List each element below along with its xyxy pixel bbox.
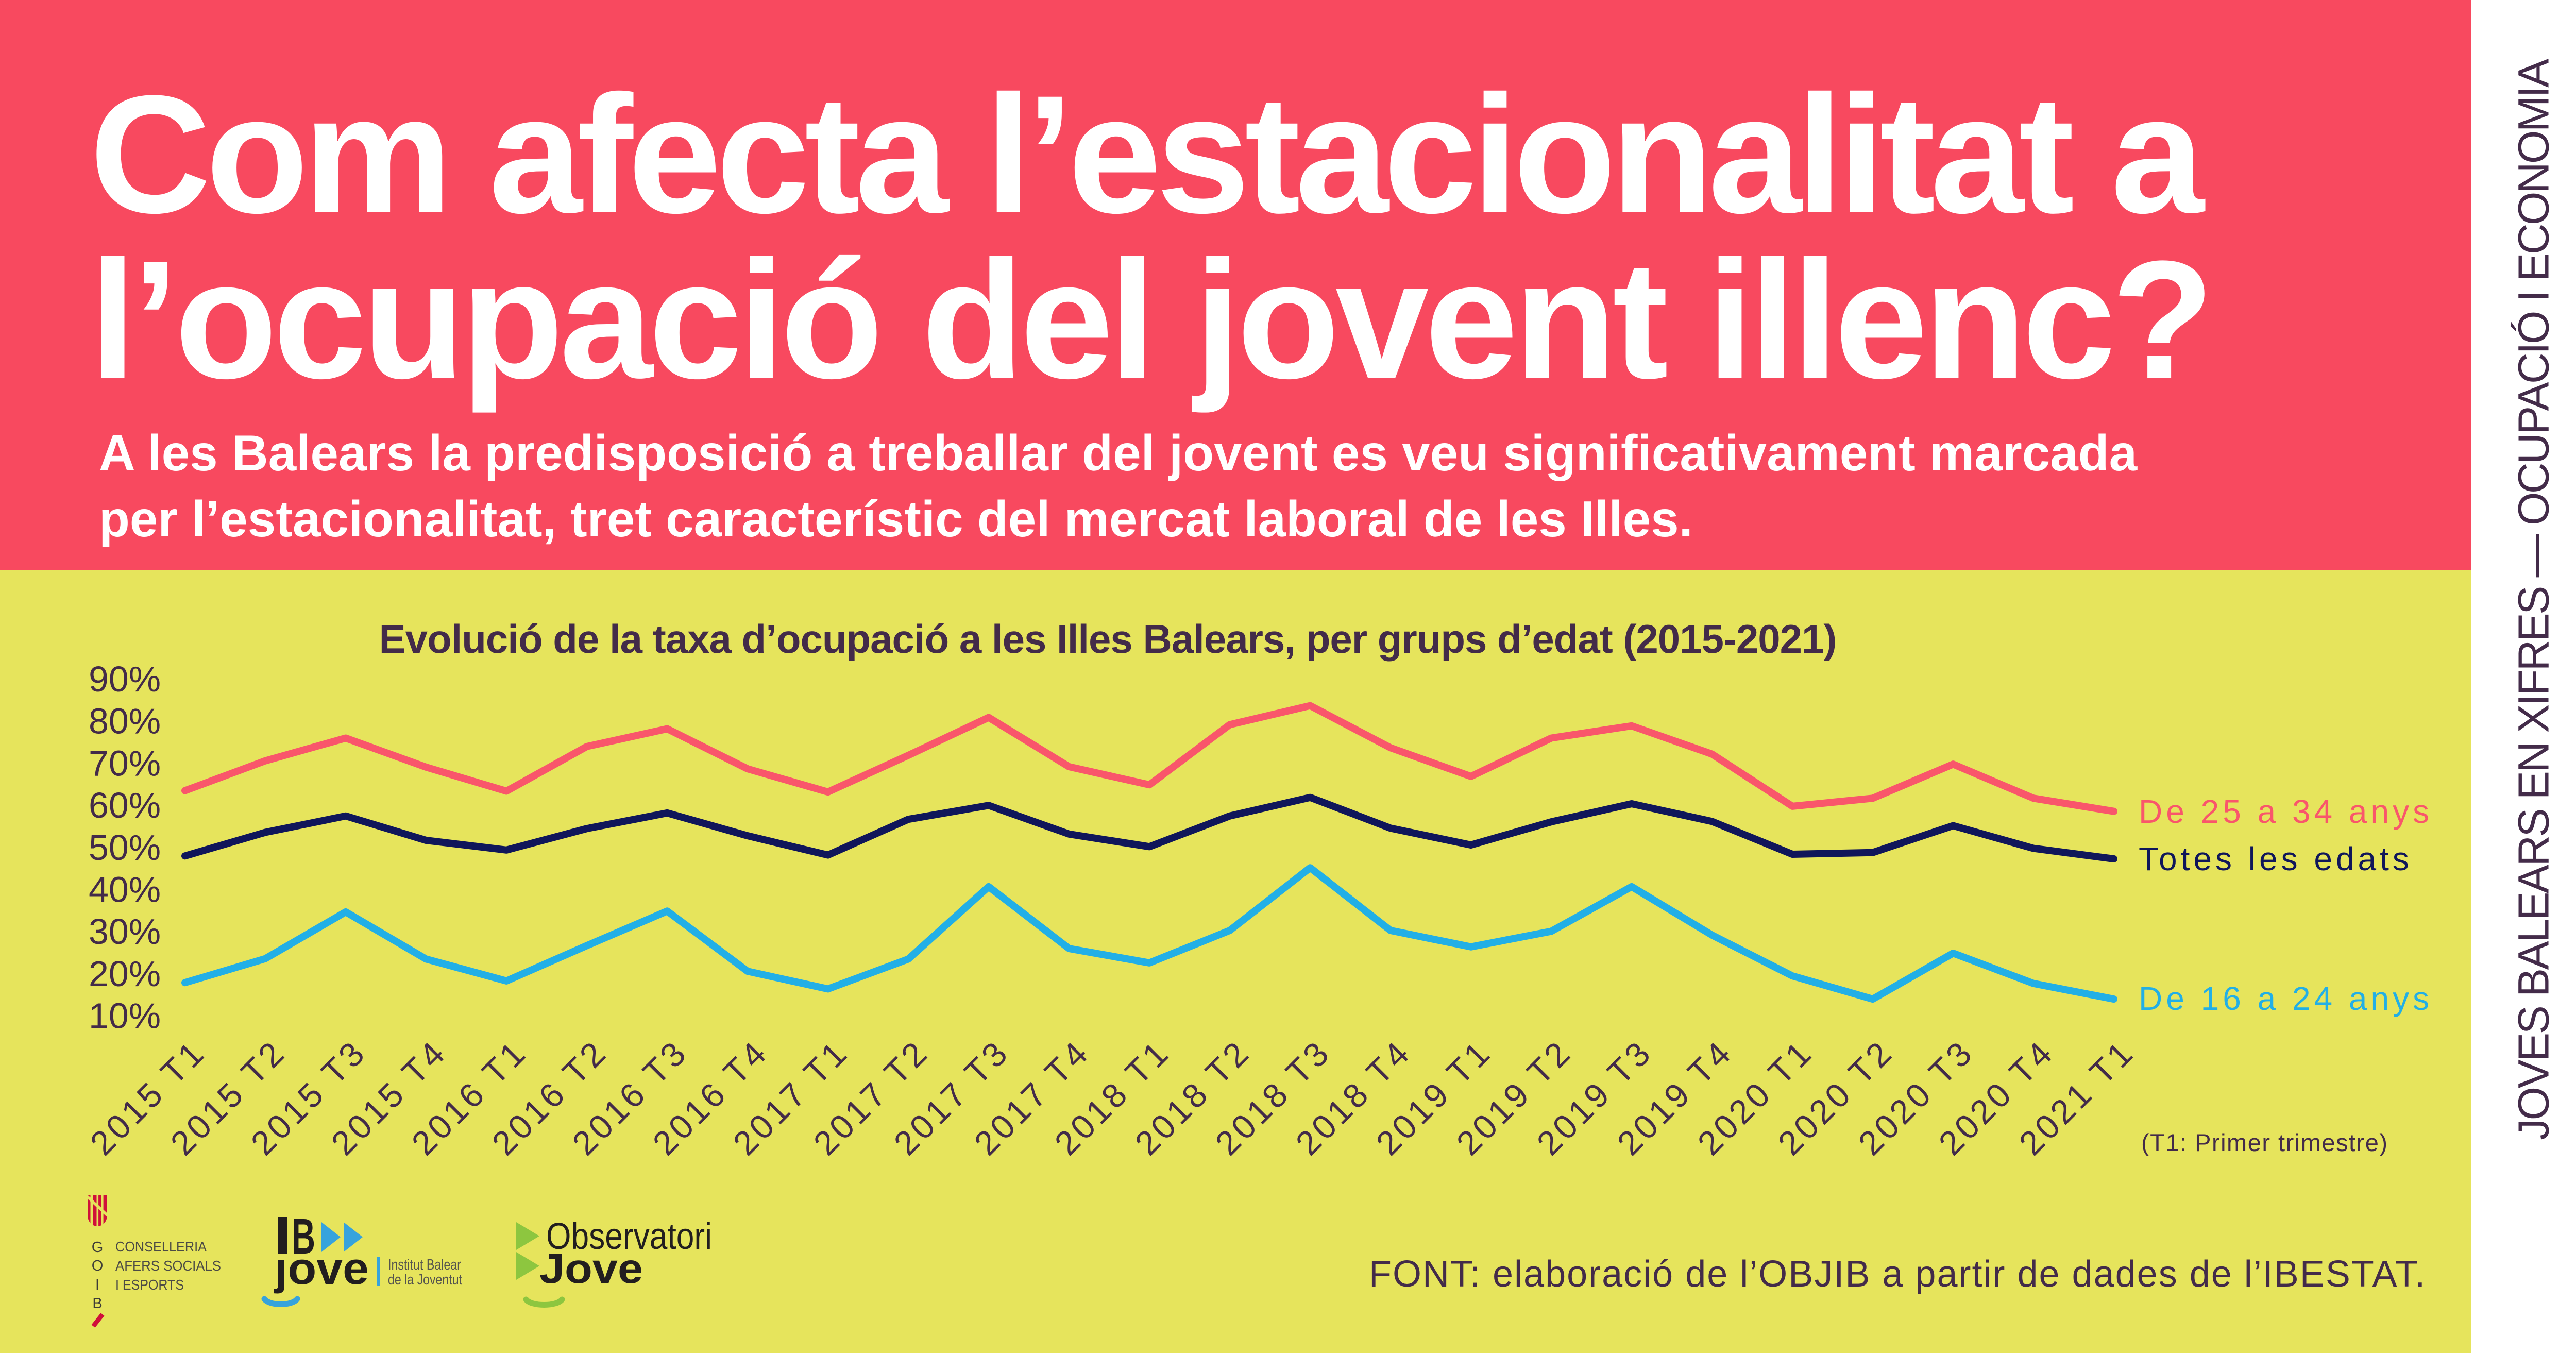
svg-text:20%: 20% <box>89 954 161 994</box>
svg-text:AFERS SOCIALS: AFERS SOCIALS <box>115 1258 221 1274</box>
svg-text:I ESPORTS: I ESPORTS <box>115 1277 184 1293</box>
svg-text:De 16 a 24 anys: De 16 a 24 anys <box>2139 980 2433 1017</box>
svg-text:ȷove: ȷove <box>274 1243 369 1294</box>
svg-text:30%: 30% <box>89 911 161 952</box>
svg-text:40%: 40% <box>89 870 161 910</box>
svg-text:B: B <box>92 1295 102 1312</box>
svg-text:60%: 60% <box>89 785 161 825</box>
svg-text:I: I <box>95 1277 99 1293</box>
svg-text:B: B <box>292 1208 315 1264</box>
svg-text:(T1: Primer trimestre): (T1: Primer trimestre) <box>2141 1129 2388 1156</box>
svg-text:Totes les edats: Totes les edats <box>2139 840 2413 877</box>
svg-text:CONSELLERIA: CONSELLERIA <box>115 1239 207 1255</box>
svg-text:50%: 50% <box>89 827 161 868</box>
svg-text:Institut Balear: Institut Balear <box>388 1257 461 1273</box>
svg-text:FONT: elaboració de l’OBJIB a: FONT: elaboració de l’OBJIB a partir de … <box>1369 1254 2426 1295</box>
svg-text:de la Joventut: de la Joventut <box>388 1272 462 1288</box>
svg-text:70%: 70% <box>89 743 161 783</box>
svg-text:Jove: Jove <box>539 1245 643 1292</box>
svg-text:Observatori: Observatori <box>546 1216 712 1257</box>
svg-text:O: O <box>92 1258 104 1274</box>
svg-text:G: G <box>92 1239 104 1256</box>
svg-text:Evolució de la taxa d’ocupació: Evolució de la taxa d’ocupació a les Ill… <box>379 616 1837 662</box>
svg-text:De 25 a 34 anys: De 25 a 34 anys <box>2139 793 2433 830</box>
svg-text:80%: 80% <box>89 701 161 741</box>
svg-text:10%: 10% <box>89 996 161 1036</box>
svg-text:90%: 90% <box>89 659 161 699</box>
